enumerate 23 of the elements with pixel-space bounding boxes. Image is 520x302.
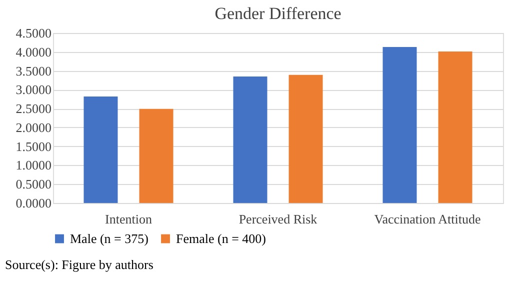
y-tick-label: 0.0000: [16, 196, 52, 210]
x-tick-label: Perceived Risk: [238, 212, 318, 226]
x-tick-label: Vaccination Attitude: [374, 212, 481, 226]
y-tick-label: 3.0000: [16, 82, 52, 98]
y-tick-label: 1.5000: [16, 138, 52, 154]
y-tick-label: 1.0000: [16, 158, 52, 173]
bar: [438, 52, 472, 203]
bar: [84, 96, 118, 203]
bar: [233, 76, 268, 203]
y-tick-label: 4.5000: [16, 26, 52, 40]
legend-label: Male (n = 375): [70, 230, 148, 246]
y-tick-label: 4.0000: [16, 44, 52, 60]
source-note: Source(s): Figure by authors: [5, 257, 154, 272]
bar: [139, 108, 174, 203]
bar: [382, 46, 417, 203]
y-tick-label: 2.0000: [16, 120, 52, 135]
y-tick-label: 2.5000: [16, 101, 52, 116]
legend-label: Female (n = 400): [176, 230, 266, 246]
x-tick-label: Intention: [105, 212, 152, 226]
chart-title: Gender Difference: [214, 4, 342, 23]
y-tick-label: 0.5000: [16, 176, 52, 192]
y-tick-label: 3.5000: [16, 63, 52, 78]
bar: [288, 74, 323, 203]
